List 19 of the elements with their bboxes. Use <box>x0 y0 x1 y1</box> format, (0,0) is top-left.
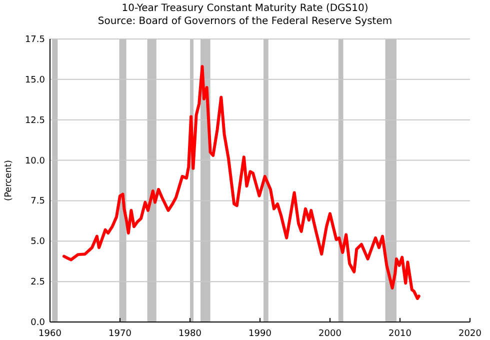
y-tick-label: 10.0 <box>24 156 46 166</box>
line-series <box>62 64 420 300</box>
y-tick-label: 5.0 <box>30 237 46 248</box>
x-tick-label: 1970 <box>108 329 132 339</box>
chart-subtitle: Source: Board of Governors of the Federal Reserve System <box>98 16 392 27</box>
y-tick-label: 15.0 <box>24 75 46 86</box>
x-tick-label: 2020 <box>458 329 482 339</box>
chart-title: 10-Year Treasury Constant Maturity Rate (DGS10) <box>122 3 368 14</box>
x-tick-label: 1990 <box>248 329 272 339</box>
x-tick-label: 1960 <box>38 329 62 339</box>
y-axis-title: (Percent) <box>4 160 14 201</box>
y-tick-label: 2.5 <box>30 278 45 288</box>
y-tick-label: 7.5 <box>30 196 45 207</box>
x-tick-label: 1980 <box>178 329 202 339</box>
y-tick-label: 12.5 <box>24 116 45 126</box>
y-tick-label: 17.5 <box>24 35 45 45</box>
x-tick-label: 2000 <box>318 329 342 339</box>
y-tick-label: 0.0 <box>30 318 46 328</box>
x-tick-label: 2010 <box>388 329 412 339</box>
